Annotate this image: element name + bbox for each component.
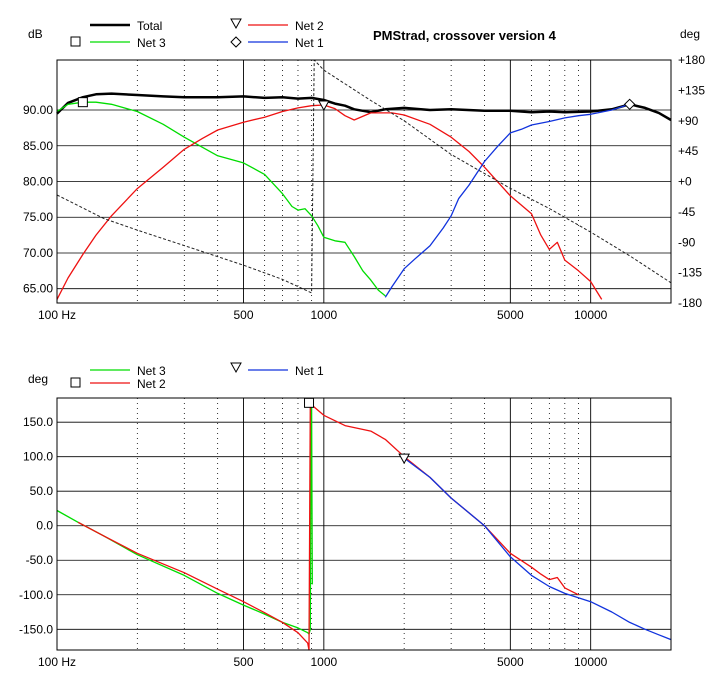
y-tick-label: -150.0 (19, 622, 53, 636)
legend-label-total: Total (137, 19, 162, 33)
marker-square-icon (304, 397, 315, 408)
y2-tick-label: +180 (678, 53, 705, 67)
top-series (56, 59, 672, 300)
legend-triangle-icon-net1-b (230, 362, 242, 374)
x-tick-label: 100 Hz (38, 655, 76, 669)
marker-triangle-icon (317, 100, 330, 112)
marker-triangle-icon (398, 453, 411, 465)
series-line-net-1 (403, 457, 672, 641)
bottom-series (56, 400, 672, 651)
legend-label-net2-b: Net 2 (137, 377, 166, 391)
y2-tick-label: -90 (678, 235, 696, 249)
marker-diamond-icon (623, 98, 636, 111)
y-tick-label: 80.00 (23, 175, 53, 189)
top-legend: Total Net 3 Net 2 Net 1 (70, 18, 324, 50)
top-ylabel: dB (28, 27, 43, 41)
marker-square-icon (77, 97, 88, 108)
series-line-net-2 (56, 104, 603, 300)
bottom-plot-frame (56, 397, 672, 651)
bottom-ylabel: deg (28, 372, 48, 386)
top-y2-tick-labels: -180 -135 -90 -45 +0 +45 +90 +135 +180 (678, 53, 705, 310)
legend-diamond-icon-net1 (230, 36, 242, 48)
y-tick-label: -100.0 (19, 588, 53, 602)
x-tick-label: 100 Hz (38, 308, 76, 322)
series-line-net-2 (77, 402, 579, 651)
y2-tick-label: +90 (678, 114, 699, 128)
legend-label-net3: Net 3 (137, 36, 166, 50)
series-line-net-3 (56, 101, 386, 297)
series-line-net-3 (56, 400, 313, 635)
legend-label-net1: Net 1 (295, 36, 324, 50)
y-tick-label: 150.0 (23, 415, 53, 429)
top-markers (77, 97, 636, 112)
top-plot-frame (56, 59, 672, 304)
legend-square-icon-net2-b (70, 377, 81, 388)
x-tick-label: 5000 (497, 308, 524, 322)
x-tick-label: 1000 (310, 655, 337, 669)
top-chart: dB deg PMStrad, crossover version 4 Tota… (23, 18, 705, 322)
top-y2label: deg (680, 27, 700, 41)
bottom-legend: Net 3 Net 2 Net 1 (70, 362, 324, 391)
y2-tick-label: -180 (678, 296, 702, 310)
y-tick-label: 85.00 (23, 139, 53, 153)
y2-tick-label: +135 (678, 83, 705, 97)
y-tick-label: 70.00 (23, 246, 53, 260)
x-tick-label: 500 (233, 655, 253, 669)
y2-tick-label: -135 (678, 266, 702, 280)
x-tick-label: 5000 (497, 655, 524, 669)
x-tick-label: 10000 (574, 308, 608, 322)
y2-tick-label: +45 (678, 144, 699, 158)
legend-label-net1-b: Net 1 (295, 364, 324, 378)
y-tick-label: -50.0 (26, 553, 54, 567)
bottom-chart: deg Net 3 Net 2 Net 1 -150.0 -100.0 -50.0 0… (19, 362, 672, 669)
x-tick-label: 1000 (310, 308, 337, 322)
y-tick-label: 50.0 (30, 484, 54, 498)
legend-square-icon-net3 (70, 36, 81, 47)
y-tick-label: 75.00 (23, 210, 53, 224)
bottom-y-tick-labels: -150.0 -100.0 -50.0 0.0 50.0 100.0 150.0 (19, 415, 53, 636)
top-y-tick-labels: 65.00 70.00 75.00 80.00 85.00 90.00 (23, 103, 53, 296)
bottom-x-tick-labels: 100 Hz 500 1000 5000 10000 (38, 655, 608, 669)
chart-title: PMStrad, crossover version 4 (373, 28, 557, 43)
series-line-net-1 (384, 103, 630, 298)
legend-label-net2: Net 2 (295, 19, 324, 33)
phase-reference-line (56, 59, 672, 294)
legend-label-net3-b: Net 3 (137, 364, 166, 378)
y-tick-label: 100.0 (23, 450, 53, 464)
y2-tick-label: -45 (678, 205, 696, 219)
y-tick-label: 90.00 (23, 103, 53, 117)
bottom-grid (56, 398, 672, 650)
x-tick-label: 10000 (574, 655, 608, 669)
y2-tick-label: +0 (678, 175, 692, 189)
x-tick-label: 500 (233, 308, 253, 322)
series-line-total (56, 92, 672, 122)
bottom-markers (304, 397, 411, 465)
y-tick-label: 65.00 (23, 282, 53, 296)
legend-triangle-icon-net2 (230, 18, 242, 30)
y-tick-label: 0.0 (36, 519, 53, 533)
top-x-tick-labels: 100 Hz 500 1000 5000 10000 (38, 308, 608, 322)
